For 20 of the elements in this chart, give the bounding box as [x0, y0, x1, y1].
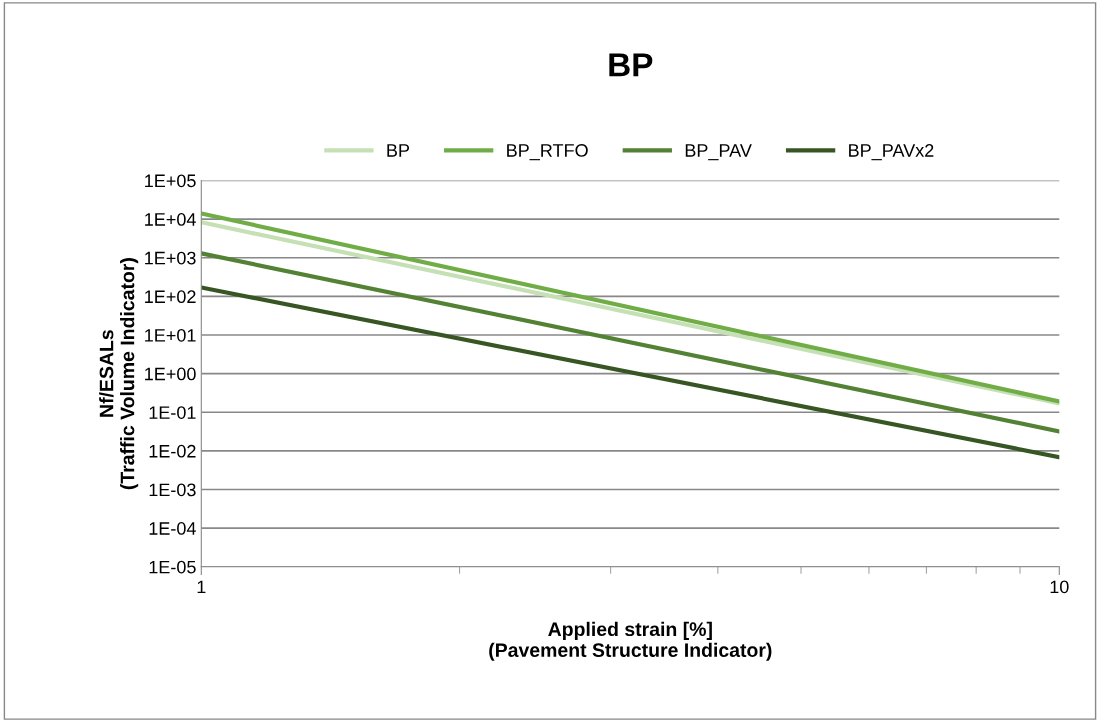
y-tick-label: 1E-03	[149, 483, 196, 497]
y-tick-label: 1E-02	[149, 444, 196, 458]
y-tick-label: 1E+00	[145, 367, 196, 381]
y-tick-label: 1E+01	[145, 328, 196, 342]
y-tick-label: 1E-01	[149, 406, 196, 419]
chart-title: BP	[609, 53, 653, 77]
legend-label: BP_PAVx2	[849, 144, 934, 161]
x-tick-label: 1	[197, 580, 206, 594]
y-tick-label: 1E+03	[145, 251, 196, 265]
x-tick-label: 10	[1050, 580, 1069, 594]
y-axis-title: Nf/ESALs (Traffic Volume Indicator)	[99, 258, 139, 490]
legend-label: BP	[387, 144, 410, 157]
x-axis-title: Applied strain [%] (Pavement Structure Indicator)	[489, 621, 772, 661]
legend-label: BP_RTFO	[507, 144, 588, 161]
y-tick-label: 1E+04	[145, 213, 196, 226]
legend-label: BP_PAV	[685, 144, 752, 161]
y-tick-label: 1E-05	[149, 560, 196, 574]
y-tick-label: 1E+02	[145, 290, 196, 304]
y-tick-label: 1E+05	[145, 174, 196, 188]
y-tick-label: 1E-04	[149, 522, 196, 535]
